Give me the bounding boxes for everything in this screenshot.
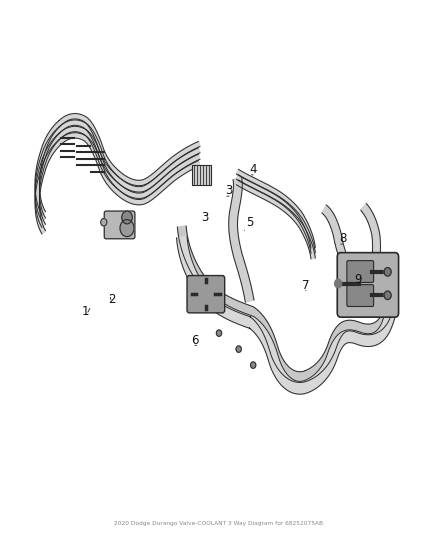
Polygon shape <box>177 226 395 383</box>
Circle shape <box>236 346 241 352</box>
Circle shape <box>101 219 107 226</box>
FancyBboxPatch shape <box>187 276 225 313</box>
Circle shape <box>120 220 134 237</box>
FancyBboxPatch shape <box>347 261 374 282</box>
Text: 5: 5 <box>246 216 253 229</box>
Polygon shape <box>229 177 254 302</box>
Text: 7: 7 <box>302 279 310 292</box>
Circle shape <box>122 211 132 224</box>
Text: 3: 3 <box>226 184 233 197</box>
Polygon shape <box>361 204 381 273</box>
Circle shape <box>384 291 391 300</box>
Circle shape <box>251 362 256 368</box>
Text: 1: 1 <box>81 305 89 318</box>
FancyBboxPatch shape <box>337 253 399 317</box>
Polygon shape <box>35 133 200 234</box>
Text: 6: 6 <box>191 334 199 346</box>
Text: 8: 8 <box>339 232 346 245</box>
Polygon shape <box>237 169 315 248</box>
Circle shape <box>384 268 391 276</box>
Text: 2: 2 <box>108 293 116 306</box>
Text: 4: 4 <box>249 163 257 176</box>
Polygon shape <box>35 126 200 228</box>
Circle shape <box>335 279 342 288</box>
Text: 3: 3 <box>201 211 208 224</box>
Text: 9: 9 <box>354 273 362 286</box>
Polygon shape <box>237 175 315 254</box>
Circle shape <box>216 330 222 336</box>
Polygon shape <box>35 114 200 215</box>
Text: 2020 Dodge Durango Valve-COOLANT 3 Way Diagram for 68252075AB: 2020 Dodge Durango Valve-COOLANT 3 Way D… <box>114 521 324 526</box>
FancyBboxPatch shape <box>192 165 211 185</box>
FancyBboxPatch shape <box>347 285 374 306</box>
FancyBboxPatch shape <box>104 211 135 239</box>
Polygon shape <box>237 180 315 259</box>
Polygon shape <box>322 205 353 274</box>
Polygon shape <box>35 120 200 221</box>
Polygon shape <box>177 237 396 394</box>
